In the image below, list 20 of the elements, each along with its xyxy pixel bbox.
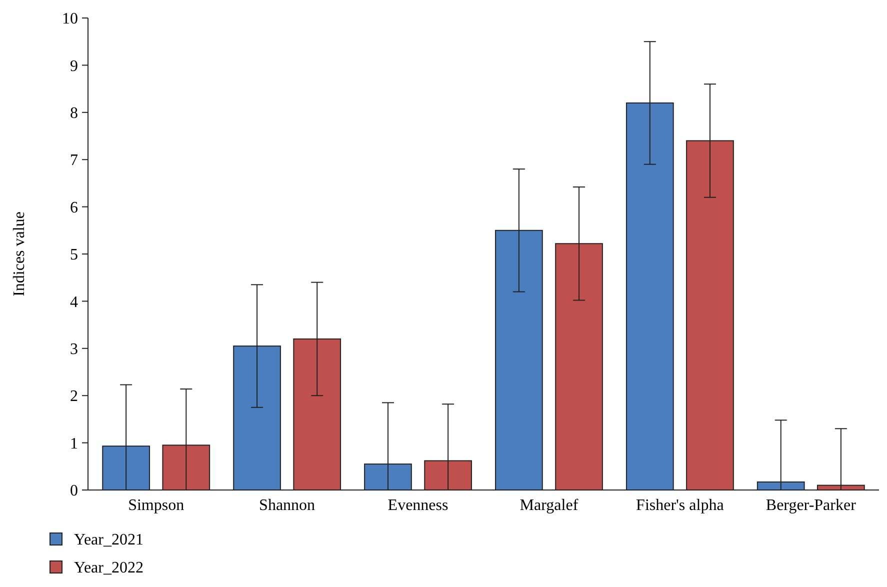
y-tick-label: 3 (70, 341, 78, 358)
y-axis-title: Indices value (11, 212, 28, 296)
x-tick-label: Margalef (520, 497, 579, 514)
x-tick-label: Simpson (128, 497, 184, 514)
y-tick-label: 4 (70, 294, 78, 311)
y-tick-label: 2 (70, 388, 78, 406)
y-tick-label: 0 (70, 482, 78, 500)
y-tick-label: 9 (70, 58, 78, 75)
x-tick-label: Fisher's alpha (636, 497, 724, 514)
x-tick-label: Evenness (388, 497, 448, 514)
legend-label: Year_2022 (74, 560, 144, 577)
x-tick-label: Berger-Parker (766, 497, 857, 514)
y-tick-label: 10 (62, 10, 78, 28)
y-tick-label: 8 (70, 105, 78, 122)
legend-label: Year_2021 (74, 532, 144, 549)
y-tick-label: 6 (70, 199, 78, 216)
y-tick-label: 5 (70, 246, 78, 264)
x-tick-label: Shannon (259, 497, 316, 514)
y-tick-label: 1 (70, 435, 78, 452)
y-tick-label: 7 (70, 152, 78, 170)
